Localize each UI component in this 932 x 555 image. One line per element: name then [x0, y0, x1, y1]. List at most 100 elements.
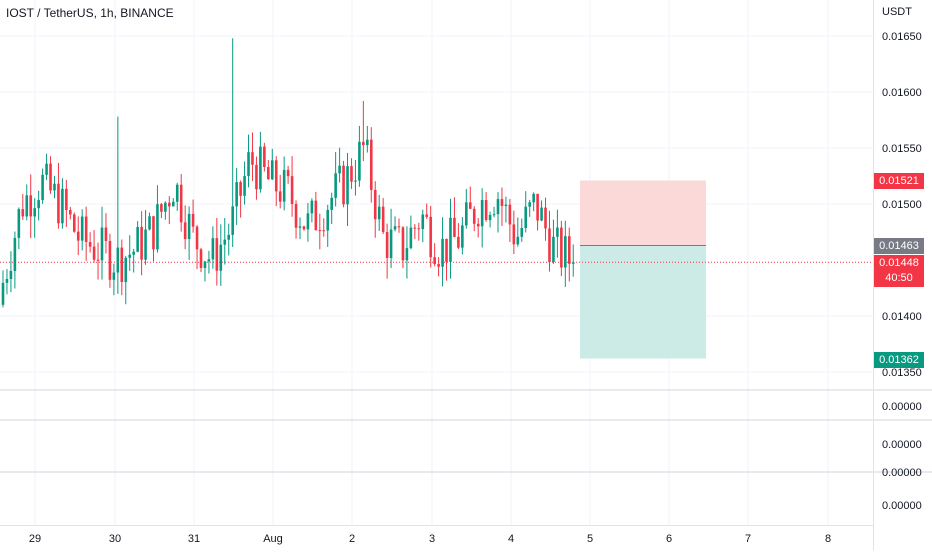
- candle-body: [108, 240, 112, 280]
- candle-body: [104, 227, 108, 241]
- candle-body: [548, 228, 551, 262]
- last-price-tag: 0.01448 40:50: [874, 255, 924, 287]
- candle-body: [247, 152, 250, 177]
- candle-body: [183, 222, 187, 240]
- candle-body: [140, 226, 143, 260]
- candle-body: [544, 207, 547, 229]
- candle-body: [385, 232, 389, 259]
- time-scale-label: 7: [745, 533, 751, 545]
- candle-body: [219, 244, 223, 271]
- candle-body: [211, 238, 215, 260]
- candle-body: [377, 206, 381, 220]
- candle-body: [290, 176, 294, 204]
- time-scale-label: 4: [508, 533, 514, 545]
- candle-body: [330, 197, 333, 210]
- candle-body: [61, 188, 64, 224]
- candle-body: [33, 208, 36, 217]
- candle-body: [453, 217, 456, 237]
- candle-body: [152, 216, 155, 250]
- time-scale-label: 5: [587, 533, 593, 545]
- candle-body: [397, 226, 401, 228]
- candle-body: [191, 213, 195, 227]
- candle-body: [417, 228, 421, 230]
- candle-body: [1, 282, 5, 305]
- candle-body: [298, 226, 302, 228]
- candle-body: [25, 195, 29, 217]
- price-scale-currency: USDT: [882, 6, 912, 18]
- candle-body: [445, 238, 448, 262]
- candle-body: [421, 214, 425, 230]
- candle-body: [148, 216, 151, 230]
- time-scale-label: Aug: [263, 533, 283, 545]
- candle-body: [88, 242, 92, 247]
- candle-body: [37, 200, 40, 209]
- candle-body: [9, 270, 13, 279]
- candle-body: [346, 166, 349, 205]
- candle-body: [564, 236, 567, 268]
- candle-body: [57, 183, 60, 224]
- candle-body: [69, 210, 72, 215]
- candle-body: [358, 141, 361, 181]
- candle-body: [468, 202, 472, 209]
- candle-body: [536, 193, 539, 221]
- candle-body: [437, 264, 440, 267]
- stop-price-tag: 0.01521: [874, 173, 924, 189]
- candle-body: [53, 183, 56, 191]
- indicator-scale-label: 0.00000: [882, 439, 922, 451]
- candle-body: [13, 237, 17, 271]
- candle-body: [215, 238, 219, 271]
- candle-body: [342, 165, 345, 205]
- candle-body: [175, 184, 179, 202]
- indicator-scale-label: 0.00000: [882, 401, 922, 413]
- candle-body: [274, 160, 278, 192]
- candle-body: [334, 173, 337, 198]
- entry-price-tag: 0.01463: [874, 238, 924, 254]
- indicator-scale-label: 0.00000: [882, 467, 922, 479]
- symbol-title: IOST / TetherUS, 1h, BINANCE: [6, 6, 174, 20]
- candle-body: [488, 214, 492, 221]
- candle-body: [116, 247, 120, 273]
- candle-body: [441, 238, 444, 267]
- candle-body: [235, 182, 238, 207]
- candle-body: [472, 208, 476, 224]
- candle-body: [449, 217, 452, 262]
- candle-body: [350, 166, 353, 182]
- candle-body: [504, 204, 508, 207]
- price-scale-border: [873, 0, 874, 550]
- candle-body: [29, 195, 33, 217]
- candle-body: [100, 227, 104, 261]
- candle-body: [41, 174, 44, 201]
- candle-body: [567, 236, 571, 264]
- candle-body: [500, 199, 504, 207]
- candle-body: [524, 206, 528, 228]
- price-scale-label: 0.01500: [882, 199, 922, 211]
- candle-body: [76, 231, 80, 241]
- time-scale-label: 3: [429, 533, 435, 545]
- time-scale-label: 2: [349, 533, 355, 545]
- candle-body: [267, 167, 270, 180]
- candle-body: [243, 176, 246, 196]
- candle-body: [294, 203, 298, 228]
- candle-body: [156, 204, 159, 250]
- candle-body: [231, 206, 234, 235]
- time-scale-label: 30: [109, 533, 121, 545]
- time-scale-label: 8: [825, 533, 831, 545]
- candle-body: [45, 163, 48, 175]
- candle-body: [144, 229, 147, 260]
- candle-body: [465, 202, 468, 226]
- candle-body: [92, 246, 96, 260]
- candle-body: [528, 202, 531, 207]
- candle-body: [65, 188, 68, 211]
- candle-body: [393, 226, 397, 230]
- candle-body: [429, 216, 432, 258]
- stop-loss-zone: [580, 180, 706, 246]
- candle-body: [278, 191, 282, 202]
- candle-body: [80, 216, 84, 241]
- candle-body: [239, 182, 242, 196]
- price-scale-label: 0.01650: [882, 31, 922, 43]
- candle-body: [484, 200, 488, 221]
- candle-body: [120, 247, 124, 283]
- candle-body: [369, 139, 373, 190]
